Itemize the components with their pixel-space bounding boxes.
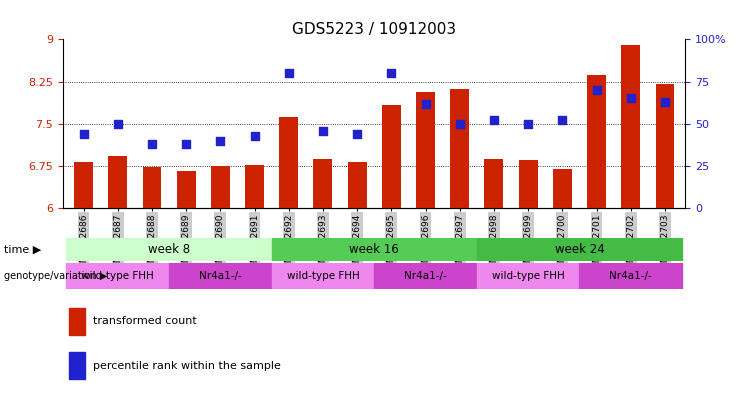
Bar [279, 117, 298, 208]
Text: wild-type FHH: wild-type FHH [82, 271, 154, 281]
Bar [348, 162, 367, 208]
Bar [176, 171, 196, 208]
Point [214, 138, 226, 144]
Point [591, 87, 602, 93]
Bar [382, 105, 401, 208]
Text: week 16: week 16 [349, 243, 399, 256]
Text: week 8: week 8 [148, 243, 190, 256]
Bar [74, 162, 93, 208]
Point [385, 70, 397, 76]
Bar [416, 92, 435, 208]
Bar [108, 156, 127, 208]
Bar [313, 159, 332, 208]
Text: Nr4a1-/-: Nr4a1-/- [404, 271, 447, 281]
Point [556, 117, 568, 123]
Point [78, 131, 90, 137]
Point [317, 127, 329, 134]
Point [146, 141, 158, 147]
Bar [476, 238, 682, 261]
Text: genotype/variation ▶: genotype/variation ▶ [4, 271, 107, 281]
Bar [485, 159, 503, 208]
Text: Nr4a1-/-: Nr4a1-/- [609, 271, 652, 281]
Point [283, 70, 295, 76]
Text: wild-type FHH: wild-type FHH [492, 271, 565, 281]
Point [351, 131, 363, 137]
Point [488, 117, 500, 123]
Bar [476, 263, 579, 289]
Text: time ▶: time ▶ [4, 244, 41, 255]
Bar [142, 167, 162, 208]
Bar [519, 160, 537, 208]
Point [112, 121, 124, 127]
Bar [211, 166, 230, 208]
Text: percentile rank within the sample: percentile rank within the sample [93, 361, 281, 371]
Text: week 24: week 24 [554, 243, 604, 256]
Point [180, 141, 192, 147]
Bar [451, 89, 469, 208]
Text: wild-type FHH: wild-type FHH [287, 271, 359, 281]
Text: transformed count: transformed count [93, 316, 196, 326]
Point [625, 95, 637, 101]
Bar [656, 84, 674, 208]
Text: Nr4a1-/-: Nr4a1-/- [199, 271, 242, 281]
Bar [69, 353, 84, 379]
Bar [621, 45, 640, 208]
Bar [272, 263, 374, 289]
Point [453, 121, 465, 127]
Bar [587, 75, 606, 208]
Bar [67, 263, 169, 289]
Bar [374, 263, 476, 289]
Bar [272, 238, 476, 261]
Title: GDS5223 / 10912003: GDS5223 / 10912003 [292, 22, 456, 37]
Bar [69, 308, 84, 334]
Point [248, 132, 260, 139]
Bar [553, 169, 572, 208]
Bar [169, 263, 272, 289]
Bar [245, 165, 264, 208]
Point [659, 99, 671, 105]
Point [419, 100, 431, 107]
Point [522, 121, 534, 127]
Bar [67, 238, 272, 261]
Bar [579, 263, 682, 289]
